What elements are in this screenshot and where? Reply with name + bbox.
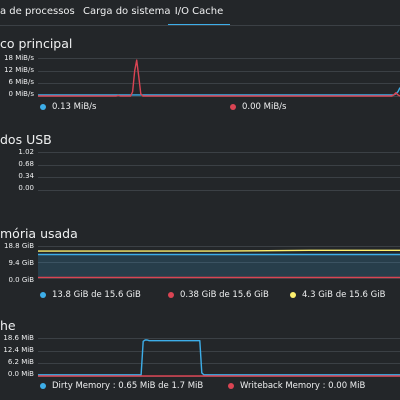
disk-chart-svg xyxy=(38,58,400,97)
legend-item-used: 13.8 GiB de 15.6 GiB xyxy=(40,290,141,300)
red-dot-icon xyxy=(228,383,234,389)
y-tick-label: 1.02 xyxy=(18,148,34,156)
y-tick-label: 0.0 MiB xyxy=(7,370,34,378)
tab-io-cache[interactable]: I/O Cache xyxy=(168,0,230,26)
legend-item-writeback: Writeback Memory : 0.00 MiB xyxy=(228,381,365,391)
legend-used-value: 13.8 GiB de 15.6 GiB xyxy=(52,290,141,300)
tab-divider xyxy=(0,25,400,26)
y-tick-label: 0.00 xyxy=(18,184,34,192)
usb-plot xyxy=(38,152,400,192)
legend-item-swap: 0.38 GiB de 15.6 GiB xyxy=(168,290,269,300)
y-tick-label: 12.4 MiB xyxy=(3,346,34,354)
y-tick-label: 12 MiB/s xyxy=(4,66,34,74)
red-dot-icon xyxy=(168,292,174,298)
chart-title: he xyxy=(0,318,16,333)
cache-plot xyxy=(38,338,400,378)
legend-item-cache: 4.3 GiB de 15.6 GiB xyxy=(290,290,385,300)
blue-dot-icon xyxy=(40,292,46,298)
legend-read-value: 0.13 MiB/s xyxy=(52,102,97,112)
blue-dot-icon xyxy=(40,383,46,389)
disk-plot xyxy=(38,58,400,98)
y-tick-label: 0.34 xyxy=(18,172,34,180)
memory-plot xyxy=(38,246,400,280)
usb-chart-svg xyxy=(38,152,400,191)
legend-dirty-value: Dirty Memory : 0.65 MiB de 1.7 MiB xyxy=(52,381,204,391)
y-tick-label: 0 MiB/s xyxy=(8,90,34,98)
legend-swap-value: 0.38 GiB de 15.6 GiB xyxy=(180,290,269,300)
tab-process-table[interactable]: a de processos xyxy=(0,6,75,17)
legend-writeback-value: Writeback Memory : 0.00 MiB xyxy=(240,381,366,391)
red-dot-icon xyxy=(230,104,236,110)
chart-title: co principal xyxy=(0,36,73,51)
series-line-0 xyxy=(38,87,400,96)
y-tick-label: 0.68 xyxy=(18,160,34,168)
memory-chart-svg xyxy=(38,246,400,279)
legend-write-value: 0.00 MiB/s xyxy=(242,102,287,112)
legend-cache-value: 4.3 GiB de 15.6 GiB xyxy=(302,290,386,300)
y-tick-label: 6 MiB/s xyxy=(8,78,34,86)
chart-title: mória usada xyxy=(0,226,78,241)
y-tick-label: 18.8 GiB xyxy=(4,242,34,250)
legend-item-write: 0.00 MiB/s xyxy=(230,102,286,112)
section-cache: he 18.6 MiB 12.4 MiB 6.2 MiB 0.0 MiB Dir… xyxy=(0,314,400,400)
tab-bar: a de processos Carga do sistema I/O Cach… xyxy=(0,0,400,26)
series-line-1 xyxy=(38,59,400,97)
yellow-dot-icon xyxy=(290,292,296,298)
series-line-2 xyxy=(38,249,400,252)
section-usb: dos USB 1.02 0.68 0.34 0.00 xyxy=(0,128,400,208)
y-tick-label: 9.4 GiB xyxy=(8,259,34,267)
series-line-0 xyxy=(38,339,400,376)
tab-system-load[interactable]: Carga do sistema xyxy=(83,6,171,17)
section-main-disk: co principal 18 MiB/s 12 MiB/s 6 MiB/s 0… xyxy=(0,32,400,122)
blue-dot-icon xyxy=(40,104,46,110)
y-tick-label: 18 MiB/s xyxy=(4,54,34,62)
chart-title: dos USB xyxy=(0,132,52,147)
legend-item-read: 0.13 MiB/s xyxy=(40,102,96,112)
section-memory: mória usada 18.8 GiB 9.4 GiB 0.0 GiB 13.… xyxy=(0,222,400,304)
series-area-0 xyxy=(38,254,400,278)
y-tick-label: 6.2 MiB xyxy=(7,358,34,366)
y-tick-label: 18.6 MiB xyxy=(3,334,34,342)
y-tick-label: 0.0 GiB xyxy=(8,276,34,284)
legend-item-dirty: Dirty Memory : 0.65 MiB de 1.7 MiB xyxy=(40,381,203,391)
cache-chart-svg xyxy=(38,338,400,377)
